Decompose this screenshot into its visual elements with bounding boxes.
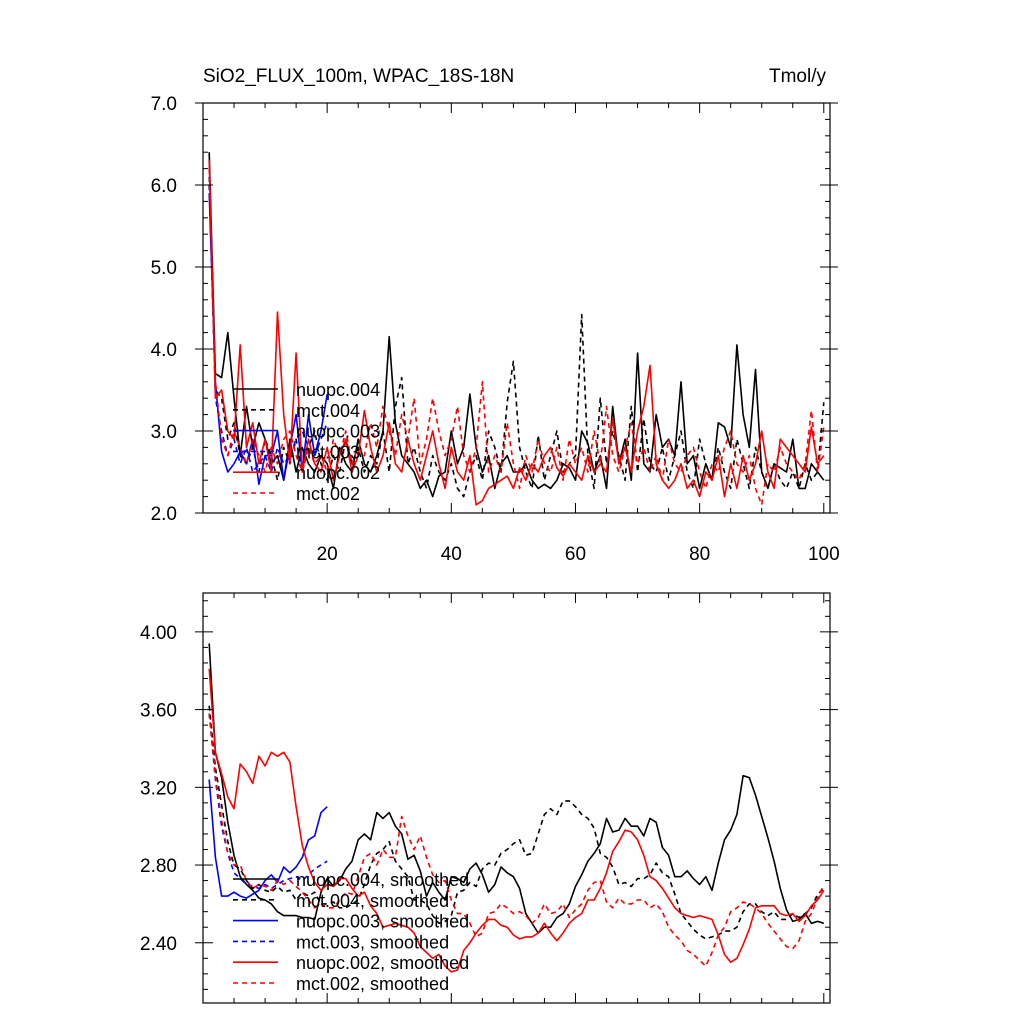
y-tick-label: 3.20 [140,778,177,799]
plot-frame [202,592,831,1004]
y-tick-label: 5.0 [151,258,177,279]
x-tick-label: 80 [689,544,710,565]
y-tick-label: 4.00 [140,623,177,644]
legend-label: nuopc.004 [296,380,380,400]
y-tick-label: 7.0 [151,94,177,115]
y-tick-label: 6.0 [151,176,177,197]
plot-frame [202,102,831,514]
series-line-nuopc-003-smoothed [208,779,328,899]
x-tick-label: 20 [317,544,338,565]
legend-label: nuopc.003, smoothed [296,912,469,932]
y-tick-label: 4.0 [151,340,177,361]
x-tick-label: 60 [565,544,586,565]
top-panel: 20 40 60 80 1002.03.04.05.06.07.0nuopc.004mc… [151,94,840,565]
series-line-mct-004-smoothed [208,705,825,940]
legend-label: nuopc.002 [296,463,380,483]
series-line-mct-002 [208,168,825,506]
legend-label: mct.004 [296,401,360,421]
y-tick-label: 2.40 [140,934,177,955]
legend-label: nuopc.002, smoothed [296,953,469,973]
legend-label: mct.002 [296,484,360,504]
legend-label: mct.004, smoothed [296,891,449,911]
series-line-mct-002-smoothed [208,713,825,967]
x-tick-label: 40 [441,544,462,565]
legend-label: nuopc.004, smoothed [296,870,469,890]
series-line-mct-003-smoothed [208,713,328,890]
x-tick-label: 100 [808,544,840,565]
y-tick-label: 3.60 [140,701,177,722]
y-tick-label: 2.80 [140,856,177,877]
figure-units: Tmol/y [769,66,827,87]
legend-label: mct.002, smoothed [296,974,449,994]
series-line-nuopc-004-smoothed [208,643,825,934]
figure-title: SiO2_FLUX_100m, WPAC_18S-18N [203,66,514,87]
y-tick-label: 3.0 [151,422,177,443]
series-line-nuopc-002-smoothed [208,668,825,973]
legend: nuopc.004mct.004nuopc.003mct.003nuopc.00… [233,380,380,504]
y-tick-label: 2.0 [151,504,177,525]
legend-label: nuopc.003 [296,422,380,442]
legend-label: mct.003, smoothed [296,932,449,952]
legend-label: mct.003 [296,442,360,462]
series-line-nuopc-004 [208,152,825,498]
